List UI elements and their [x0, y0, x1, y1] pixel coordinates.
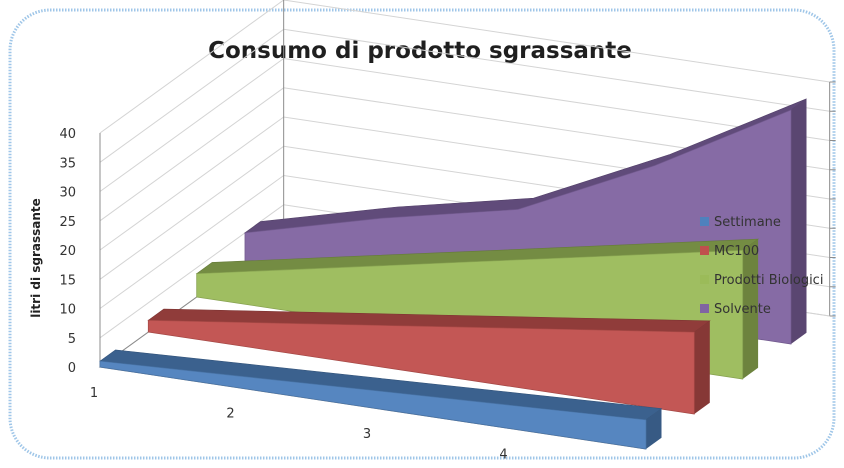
y-tick-label: 25: [59, 215, 76, 230]
y-tick-label: 35: [59, 156, 76, 171]
legend-label: Prodotti Biologici: [714, 273, 823, 288]
y-axis-ticks: 0 5 10 15 20 25 30 35 40: [59, 127, 76, 376]
y-tick-label: 40: [59, 127, 76, 142]
y-tick-label: 5: [68, 332, 76, 347]
legend-swatch: [700, 217, 709, 226]
x-tick-label: 2: [226, 407, 234, 422]
x-tick-label: 3: [363, 427, 371, 442]
area-end-cap: [742, 239, 759, 379]
legend-item: Prodotti Biologici: [700, 273, 823, 288]
legend-swatch: [700, 246, 709, 255]
legend-label: Settimane: [714, 215, 781, 230]
legend-item: Settimane: [700, 215, 781, 230]
chart-title: Consumo di prodotto sgrassante: [208, 38, 632, 64]
y-tick-label: 10: [59, 303, 76, 318]
series-mc100: [147, 308, 711, 415]
y-tick-label: 20: [59, 244, 76, 259]
area-highlight: [100, 361, 646, 449]
area-end-cap: [791, 98, 807, 344]
series-settimane: [99, 349, 663, 450]
x-tick-label: 4: [499, 448, 507, 463]
y-tick-label: 0: [68, 361, 76, 376]
area-highlight: [148, 320, 695, 414]
area-face: [147, 319, 695, 415]
x-tick-label: 1: [90, 386, 98, 401]
area-end-cap: [646, 408, 662, 449]
legend-label: MC100: [714, 244, 759, 259]
series-layer: [99, 98, 807, 450]
legend-item: MC100: [700, 244, 759, 259]
y-tick-label: 30: [59, 186, 76, 201]
legend-swatch: [700, 275, 709, 284]
legend-label: Solvente: [714, 302, 771, 317]
y-axis-label: litri di sgrassante: [29, 198, 43, 318]
area-end-cap: [694, 320, 710, 414]
area-face: [99, 360, 647, 450]
y-tick-label: 15: [59, 273, 76, 288]
grid-line: [99, 0, 830, 134]
legend: Settimane MC100 Prodotti Biologici Solvente: [700, 215, 823, 317]
legend-swatch: [700, 304, 709, 313]
x-axis-ticks: 12345: [90, 386, 508, 463]
legend-item: Solvente: [700, 302, 771, 317]
